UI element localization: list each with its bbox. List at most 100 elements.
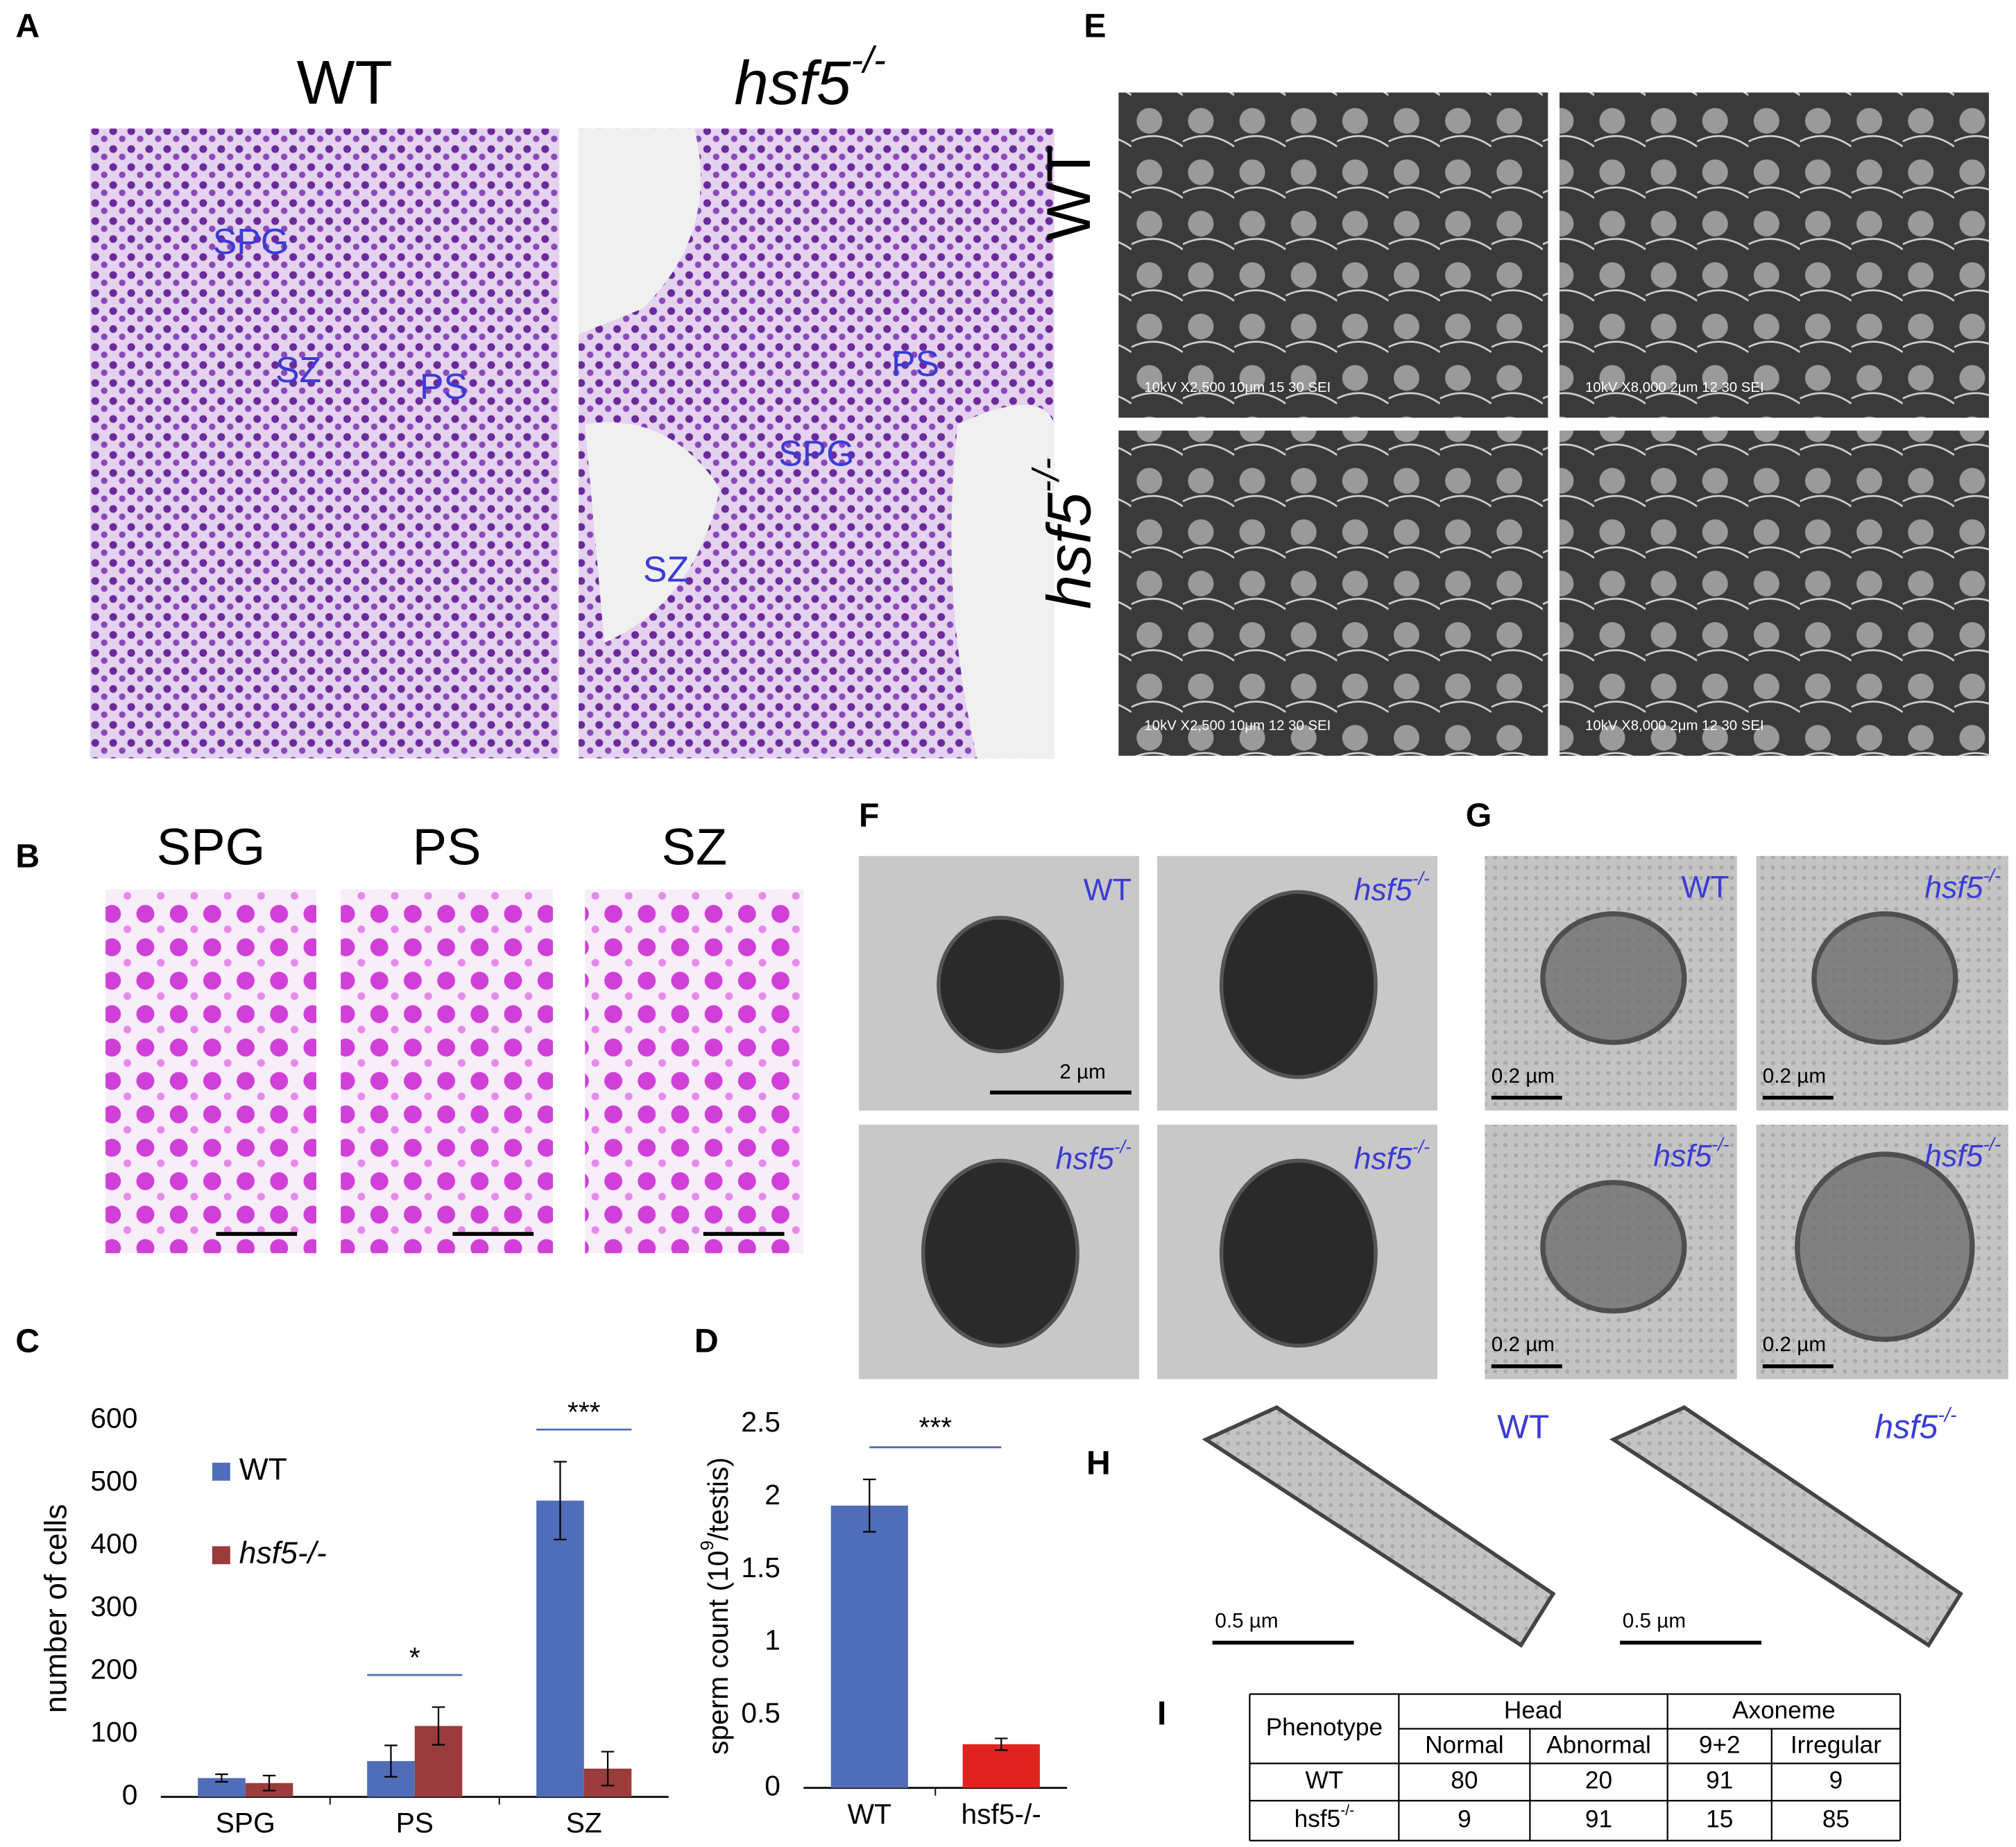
- label-sup: -/-: [1711, 1134, 1729, 1155]
- label: Axoneme: [1732, 1697, 1836, 1724]
- panel-letter: A: [15, 8, 40, 45]
- label: WT: [297, 48, 393, 117]
- bar: [536, 1500, 584, 1797]
- x-tick-label: hsf5-/-: [962, 1798, 1041, 1830]
- legend-label: hsf5-/-: [239, 1536, 327, 1570]
- label: hsf5-/-: [1874, 1404, 1956, 1445]
- bar: [830, 1505, 908, 1788]
- panel-letter: D: [694, 1322, 719, 1359]
- sperm-head: [921, 1158, 1079, 1348]
- label: hsf5-/-: [1653, 1134, 1729, 1173]
- label-sup: -/-: [1340, 1803, 1354, 1819]
- y-tick-label: 1: [764, 1624, 780, 1656]
- y-tick-label: 2.5: [741, 1406, 780, 1438]
- label: 9: [1829, 1767, 1843, 1794]
- label: 0.2 µm: [1492, 1333, 1555, 1356]
- label-sup: -/-: [1026, 458, 1067, 492]
- label: 9+2: [1699, 1732, 1741, 1759]
- label: hsf5-/-: [1924, 866, 2000, 904]
- sperm-head: [1219, 890, 1378, 1079]
- sem-footer: 10kV X2,500 10μm 12 30 SEI: [1144, 718, 1331, 733]
- label: SPG: [778, 433, 855, 474]
- label-base: hsf5: [1653, 1139, 1711, 1173]
- x-tick-label: WT: [848, 1798, 891, 1830]
- panel-letter: I: [1157, 1695, 1166, 1733]
- label: 0.5 µm: [1623, 1610, 1686, 1633]
- sem-footer: 10kV X8,000 2μm 12 30 SEI: [1585, 718, 1764, 733]
- axoneme: [1609, 1405, 1963, 1648]
- label: PS: [420, 366, 468, 406]
- x-tick-label: PS: [396, 1807, 434, 1839]
- legend-label: WT: [239, 1453, 287, 1487]
- label: 2 µm: [1059, 1060, 1106, 1083]
- sem-footer: 10kV X8,000 2μm 12 30 SEI: [1585, 380, 1764, 395]
- micrograph: [1118, 92, 1548, 418]
- nucleus: [1540, 911, 1687, 1045]
- y-tick-label: 0.5: [741, 1697, 780, 1729]
- label: PS: [891, 343, 939, 384]
- label: SPG: [157, 818, 266, 875]
- label-sup: -/-: [1114, 1137, 1131, 1158]
- sperm-head: [1219, 1158, 1378, 1348]
- label: 85: [1822, 1805, 1850, 1832]
- significance: ***: [919, 1411, 953, 1443]
- panel-letter: B: [15, 838, 40, 875]
- label: 15: [1706, 1805, 1733, 1832]
- y-tick-label: 0: [764, 1770, 780, 1802]
- micrograph: [1118, 430, 1548, 756]
- y-tick-label: 400: [90, 1528, 137, 1560]
- legend-swatch: [212, 1462, 230, 1481]
- nucleus: [1540, 1180, 1687, 1314]
- label-base: hsf5: [1874, 1408, 1938, 1445]
- significance: ***: [567, 1396, 601, 1428]
- label: hsf5-/-: [1924, 1134, 2000, 1173]
- y-tick-label: 300: [90, 1590, 137, 1622]
- label: WT: [1681, 870, 1729, 904]
- label: SZ: [275, 350, 321, 390]
- label: hsf5-/-: [1026, 458, 1103, 609]
- sem-footer: 10kV X2,500 10μm 15 30 SEI: [1144, 380, 1331, 395]
- label: Normal: [1425, 1732, 1503, 1759]
- panel-letter: F: [859, 796, 879, 834]
- label: 0.2 µm: [1492, 1065, 1555, 1088]
- micrograph: [341, 889, 553, 1253]
- micrograph: [1560, 430, 1989, 756]
- label: 0.5 µm: [1215, 1610, 1278, 1633]
- label: SPG: [213, 221, 289, 261]
- label: hsf5-/-: [1354, 1137, 1430, 1176]
- tissue-gap: [579, 128, 1054, 759]
- label: 9: [1458, 1805, 1471, 1832]
- label-base: hsf5: [1354, 1142, 1412, 1176]
- y-axis-label: sperm count (109/testis): [698, 1457, 734, 1755]
- axoneme: [1202, 1405, 1556, 1648]
- label-sup: -/-: [1983, 1134, 2000, 1155]
- micrograph: [585, 889, 804, 1253]
- label: Head: [1504, 1697, 1562, 1724]
- label: hsf5-/-: [734, 40, 885, 117]
- label-base: hsf5: [1034, 492, 1103, 610]
- y-tick-label: 0: [122, 1778, 138, 1810]
- label: 0.2 µm: [1763, 1333, 1826, 1356]
- micrograph: [1560, 92, 1989, 418]
- label-base: hsf5: [734, 48, 851, 117]
- label: WT: [1084, 873, 1131, 907]
- label: hsf5-/-: [1295, 1803, 1354, 1833]
- label-sup: -/-: [1983, 866, 2000, 886]
- y-tick-label: 2: [764, 1479, 780, 1511]
- panel-letter: G: [1466, 796, 1492, 834]
- sperm-head: [937, 916, 1064, 1054]
- label: number of cells: [39, 1504, 73, 1713]
- significance: *: [409, 1642, 420, 1674]
- y-tick-label: 200: [90, 1653, 137, 1685]
- label: Irregular: [1791, 1732, 1881, 1759]
- micrograph: [105, 889, 316, 1253]
- y-label-part: sperm count (10: [702, 1551, 734, 1755]
- label: Phenotype: [1266, 1714, 1383, 1741]
- label-base: hsf5: [1354, 873, 1412, 907]
- label: PS: [413, 818, 481, 875]
- label-base: hsf5: [1056, 1142, 1114, 1176]
- label: 20: [1585, 1767, 1612, 1794]
- label: WT: [1034, 145, 1103, 241]
